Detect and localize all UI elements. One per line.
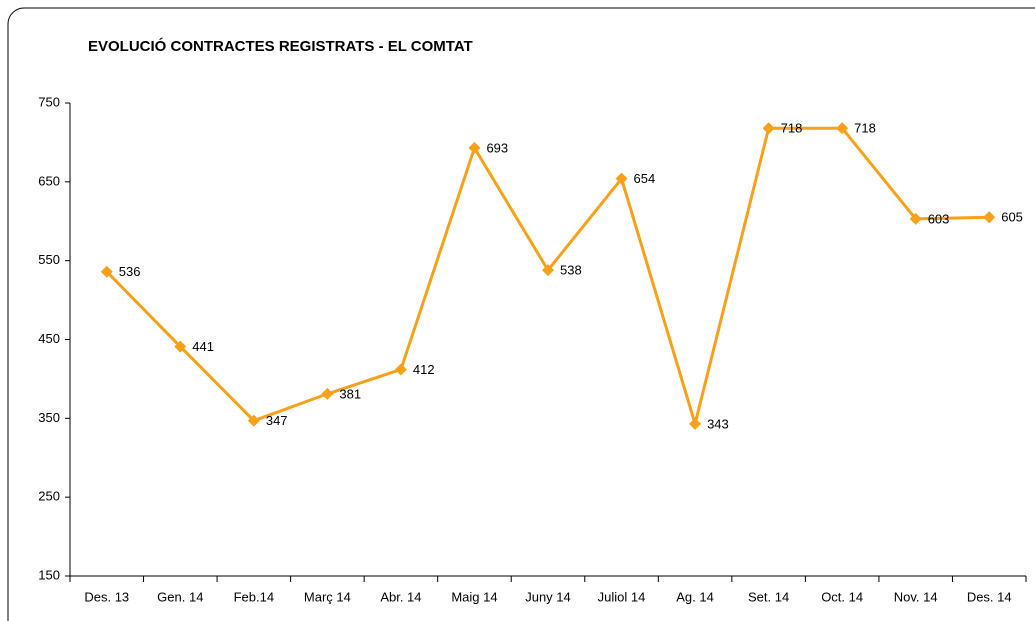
data-marker <box>247 414 260 427</box>
x-tick-label: Gen. 14 <box>157 589 203 604</box>
data-marker <box>174 340 187 353</box>
x-tick-label: Abr. 14 <box>380 589 421 604</box>
data-label: 605 <box>1001 210 1023 225</box>
data-marker <box>615 172 628 185</box>
x-tick-label: Juny 14 <box>525 589 571 604</box>
data-marker <box>394 363 407 376</box>
x-tick-label: Feb.14 <box>234 589 274 604</box>
data-label: 381 <box>339 386 361 401</box>
x-tick-label: Març 14 <box>304 589 351 604</box>
data-label: 343 <box>707 416 729 431</box>
x-tick-label: Ag. 14 <box>676 589 714 604</box>
data-marker <box>100 265 113 278</box>
x-tick-label: Set. 14 <box>748 589 789 604</box>
data-marker <box>836 122 849 135</box>
data-marker <box>321 387 334 400</box>
y-tick-label: 150 <box>38 567 60 582</box>
data-label: 718 <box>854 121 876 136</box>
y-tick-label: 250 <box>38 489 60 504</box>
data-marker <box>909 212 922 225</box>
chart-title: EVOLUCIÓ CONTRACTES REGISTRATS - EL COMT… <box>88 37 473 55</box>
data-label: 536 <box>119 264 141 279</box>
data-marker <box>689 417 702 430</box>
chart-frame <box>7 7 1035 621</box>
data-marker <box>983 211 996 224</box>
y-tick-label: 450 <box>38 331 60 346</box>
y-tick-label: 650 <box>38 173 60 188</box>
data-label: 441 <box>192 339 214 354</box>
data-label: 603 <box>928 211 950 226</box>
data-marker <box>468 141 481 154</box>
y-tick-label: 750 <box>38 94 60 109</box>
y-tick-label: 550 <box>38 252 60 267</box>
x-tick-label: Juliol 14 <box>598 589 646 604</box>
data-marker <box>542 264 554 277</box>
x-tick-label: Maig 14 <box>451 589 497 604</box>
data-label: 654 <box>634 171 656 186</box>
y-tick-label: 350 <box>38 410 60 425</box>
x-tick-label: Des. 14 <box>967 589 1012 604</box>
data-label: 412 <box>413 362 435 377</box>
data-label: 718 <box>781 121 803 136</box>
x-tick-label: Des. 13 <box>84 589 129 604</box>
x-tick-label: Nov. 14 <box>894 589 938 604</box>
data-label: 347 <box>266 413 288 428</box>
data-marker <box>762 122 775 135</box>
data-label: 693 <box>486 140 508 155</box>
x-tick-label: Oct. 14 <box>821 589 863 604</box>
data-label: 538 <box>560 263 582 278</box>
